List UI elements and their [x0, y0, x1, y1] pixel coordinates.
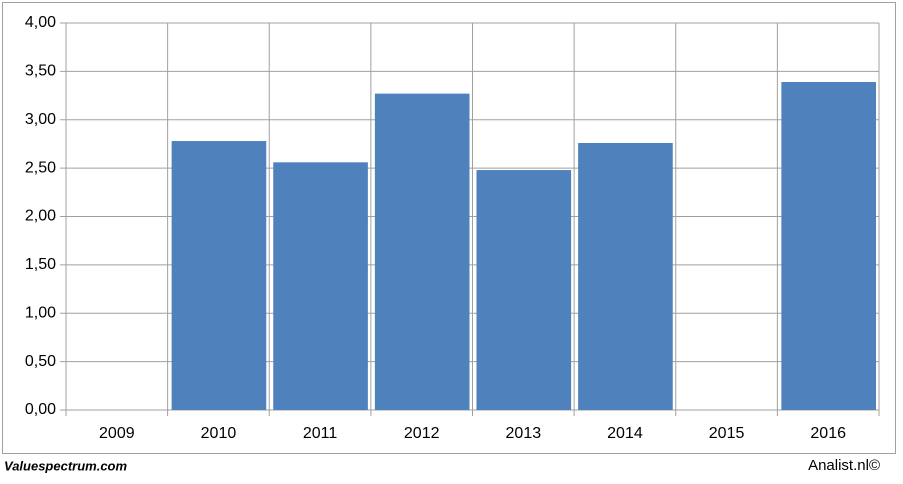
footer-right: Analist.nl©: [808, 457, 880, 474]
footer-left: Valuespectrum.com: [4, 458, 128, 473]
y-tick-label: 2,50: [25, 159, 56, 176]
y-tick-label: 2,00: [25, 208, 56, 225]
x-tick-label: 2013: [506, 425, 542, 442]
x-tick-label: 2011: [303, 425, 338, 442]
bar: [476, 170, 572, 410]
y-tick-label: 1,00: [25, 304, 56, 321]
y-tick-label: 0,50: [25, 353, 56, 370]
bar: [578, 142, 673, 410]
x-tick-label: 2012: [404, 425, 440, 442]
x-tick-label: 2014: [607, 425, 643, 442]
y-tick-label: 4,00: [25, 14, 56, 31]
bar: [273, 162, 368, 410]
y-tick-label: 3,50: [25, 63, 56, 80]
x-tick-label: 2010: [201, 425, 237, 442]
y-tick-label: 3,00: [25, 111, 56, 128]
x-tick-label: 2015: [709, 425, 745, 442]
x-tick-label: 2009: [99, 425, 135, 442]
bar: [171, 141, 267, 410]
y-tick-label: 0,00: [25, 401, 56, 418]
bar: [374, 93, 470, 410]
y-tick-label: 1,50: [25, 256, 56, 273]
bar: [781, 82, 876, 410]
x-tick-label: 2016: [810, 425, 846, 442]
